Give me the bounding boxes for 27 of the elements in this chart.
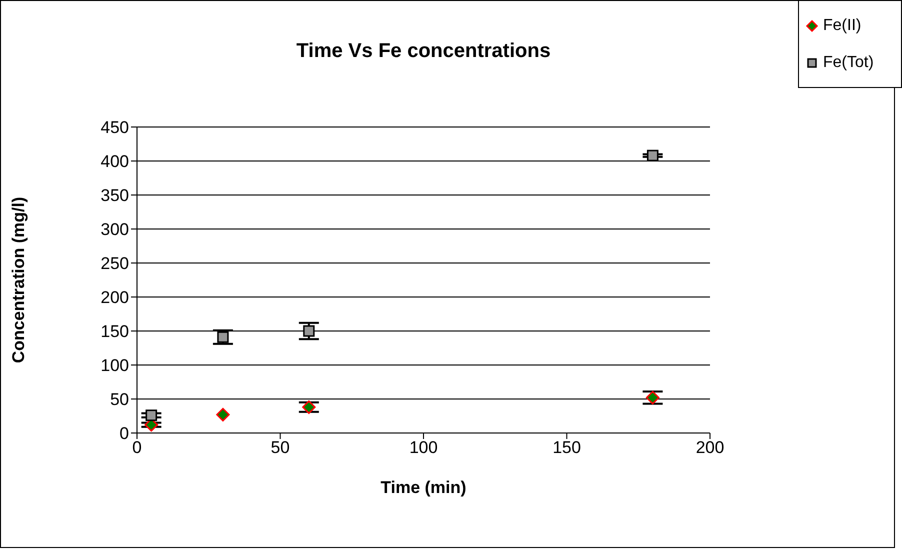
legend-label: Fe(II): [823, 16, 862, 34]
x-tick-label: 0: [132, 438, 142, 458]
x-tick-label: 200: [696, 438, 724, 458]
y-tick-label: 300: [100, 220, 129, 240]
point: [217, 331, 229, 343]
y-tick-label: 400: [100, 152, 129, 172]
chart-title: Time Vs Fe concentrations: [295, 40, 552, 63]
point: [146, 410, 158, 422]
y-tick-label: 100: [100, 356, 129, 376]
y-tick-label: 250: [100, 254, 129, 274]
x-tick-label: 100: [409, 438, 438, 458]
y-tick-label: 50: [110, 390, 129, 410]
legend-label: Fe(Tot): [823, 54, 874, 72]
y-tick-label: 150: [100, 322, 129, 342]
point: [302, 400, 316, 414]
x-tick-label: 150: [552, 438, 581, 458]
point: [646, 150, 658, 162]
y-tick-label: 200: [100, 288, 129, 308]
x-axis-title: Time (min): [380, 478, 466, 497]
y-tick-label: 350: [100, 186, 129, 206]
y-axis-title: Concentration (mg/l): [9, 196, 28, 364]
point: [216, 408, 230, 422]
y-tick-label: 0: [120, 424, 129, 444]
y-tick-label: 450: [100, 118, 129, 138]
x-tick-label: 50: [270, 438, 290, 458]
point: [303, 325, 315, 337]
point: [646, 390, 660, 404]
